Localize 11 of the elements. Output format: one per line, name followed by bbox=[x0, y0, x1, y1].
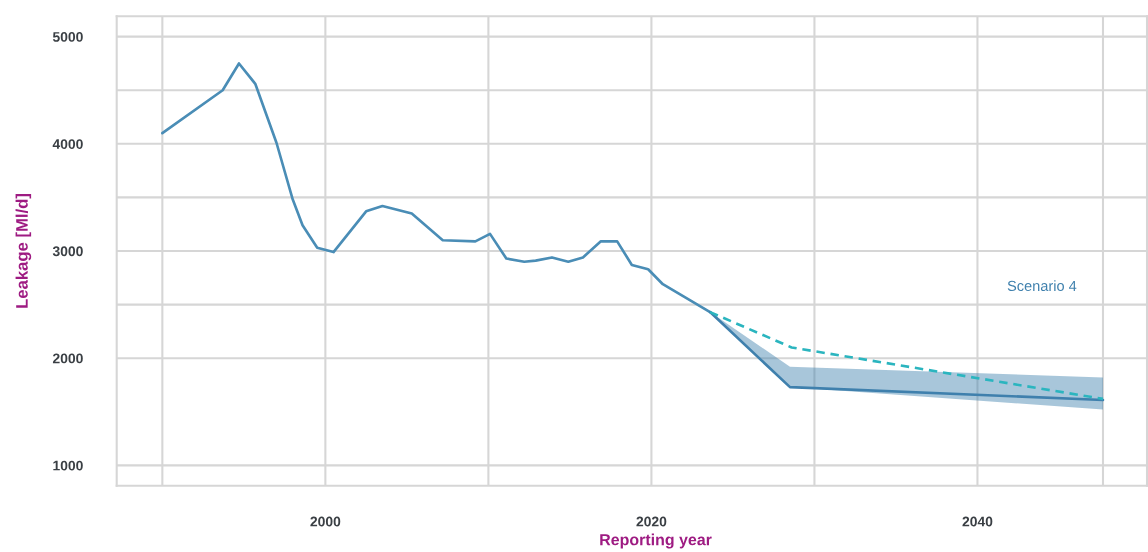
y-tick-label: 1000 bbox=[53, 460, 83, 471]
y-tick-label: 4000 bbox=[52, 139, 83, 149]
y-axis-title: Leakage [Ml/d] bbox=[15, 194, 32, 308]
y-tick-label: 5000 bbox=[52, 32, 83, 42]
x-tick-label: 2040 bbox=[962, 516, 993, 527]
text: Scenario 4 bbox=[1007, 280, 1077, 292]
x-tick-label: 2020 bbox=[636, 516, 667, 527]
y-tick-label: 2000 bbox=[52, 353, 83, 364]
y-tick-label: 3000 bbox=[52, 246, 83, 257]
x-tick-label: 2000 bbox=[310, 516, 341, 527]
x-axis-title: Reporting year bbox=[600, 533, 712, 549]
